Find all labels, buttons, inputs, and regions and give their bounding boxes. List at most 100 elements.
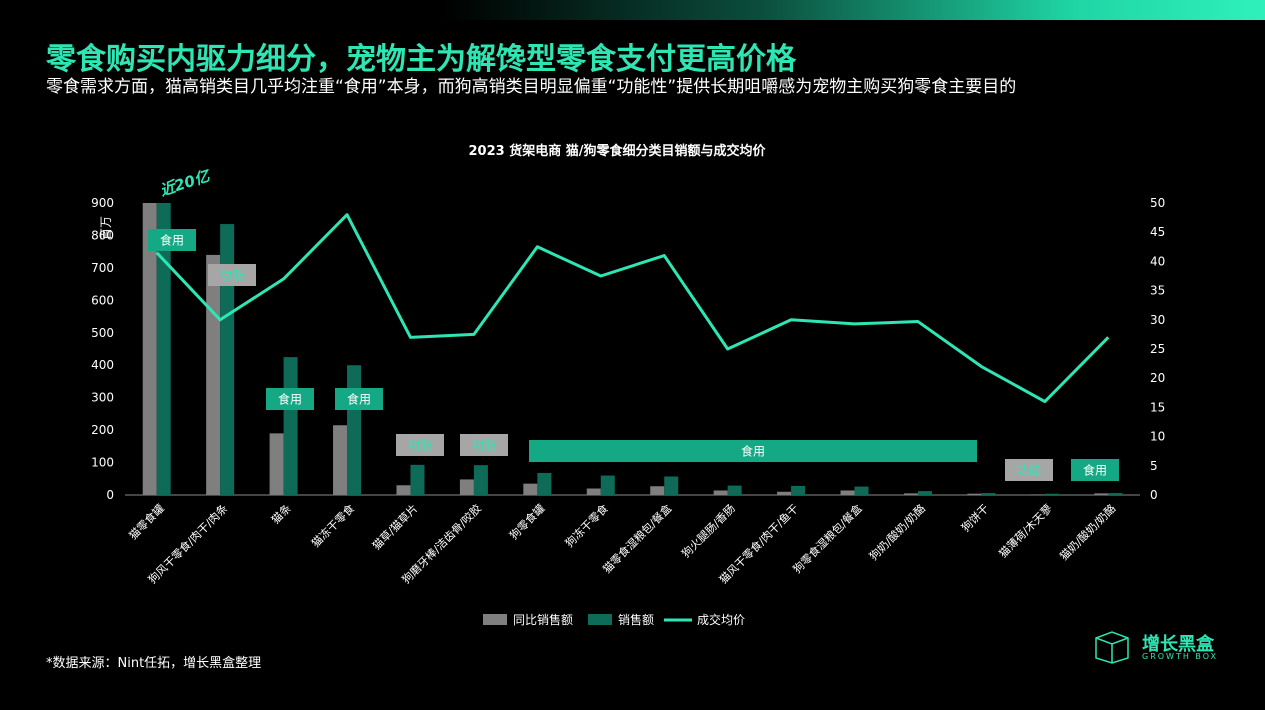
tag-food-label: 食用 xyxy=(347,392,371,407)
bar-yoy-sales xyxy=(396,485,411,495)
bar-yoy-sales xyxy=(840,490,855,495)
bar-yoy-sales xyxy=(269,433,284,495)
tag-food-label: 食用 xyxy=(278,392,302,407)
legend-label-price: 成交均价 xyxy=(697,612,745,627)
tag-food xyxy=(266,388,314,410)
bar-sales xyxy=(917,491,932,495)
y-tick-label: 800 xyxy=(91,228,114,242)
bar-yoy-sales xyxy=(777,491,792,495)
tag-function-label: 功能 xyxy=(472,439,496,453)
x-tick-label: 狗零食湿粮包/餐盒 xyxy=(790,501,865,576)
bar-sales xyxy=(854,486,869,495)
line-avg-price xyxy=(155,213,1110,404)
y-tick-label: 700 xyxy=(91,261,114,275)
x-tick-label: 狗火腿肠/香肠 xyxy=(679,502,737,560)
y2-tick-label: 45 xyxy=(1150,225,1165,239)
y2-tick-label: 20 xyxy=(1150,371,1165,385)
tag-function xyxy=(208,264,256,286)
tag-food xyxy=(148,229,196,251)
legend-swatch-sales xyxy=(588,614,612,625)
x-tick-label: 狗冻干零食 xyxy=(562,501,611,550)
tag-function xyxy=(396,434,444,456)
tag-food-label: 食用 xyxy=(160,233,184,248)
x-tick-label: 猫冻干零食 xyxy=(308,501,357,550)
tag-food xyxy=(529,440,977,462)
page-title: 零食购买内驱力细分，宠物主为解馋型零食支付更高价格 xyxy=(46,42,796,77)
bar-yoy-sales xyxy=(1094,493,1109,495)
bar-yoy-sales xyxy=(586,488,601,495)
x-tick-label: 猫零食罐 xyxy=(126,501,167,542)
bar-sales xyxy=(791,485,806,495)
x-tick-label: 猫条 xyxy=(268,501,293,526)
y2-tick-label: 10 xyxy=(1150,430,1165,444)
x-tick-label: 狗饼干 xyxy=(958,501,991,534)
x-tick-label: 猫薄荷/木天蓼 xyxy=(996,501,1055,560)
tag-function xyxy=(460,434,508,456)
bar-sales xyxy=(1108,493,1123,495)
tag-function-label: 功能 xyxy=(408,439,432,453)
bar-sales xyxy=(410,464,425,495)
tag-food xyxy=(335,388,383,410)
bar-yoy-sales xyxy=(967,493,982,495)
bar-yoy-sales xyxy=(523,483,538,495)
page-subtitle: 零食需求方面，猫高销类目几乎均注重“食用”本身，而狗高销类目明显偏重“功能性”提… xyxy=(46,77,1017,97)
bar-sales xyxy=(727,485,742,495)
bar-yoy-sales xyxy=(650,486,665,495)
tag-function-label: 功能 xyxy=(220,269,244,283)
bar-sales xyxy=(156,203,171,495)
bar-yoy-sales xyxy=(903,493,918,495)
bar-sales xyxy=(347,365,362,495)
y2-tick-label: 25 xyxy=(1150,342,1165,356)
legend-label-sales: 销售额 xyxy=(618,612,654,627)
y-tick-label: 300 xyxy=(91,391,114,405)
y2-tick-label: 0 xyxy=(1150,488,1158,502)
y-tick-label: 100 xyxy=(91,456,114,470)
y-tick-label: 900 xyxy=(91,196,114,210)
y-tick-label: 600 xyxy=(91,293,114,307)
y2-tick-label: 40 xyxy=(1150,254,1165,268)
y2-tick-label: 5 xyxy=(1150,459,1158,473)
bar-yoy-sales xyxy=(713,490,728,495)
y-tick-label: 400 xyxy=(91,358,114,372)
x-tick-label: 狗奶/酸奶/奶酪 xyxy=(866,501,928,563)
bar-sales xyxy=(220,224,235,496)
x-tick-label: 狗零食罐 xyxy=(506,501,547,542)
data-source-note: *数据来源：Nint任拓，增长黑盒整理 xyxy=(46,656,262,671)
top-gradient-bar xyxy=(0,0,1265,20)
bar-sales xyxy=(600,475,615,495)
logo-text: 增长黑盒 xyxy=(1142,634,1214,655)
bar-yoy-sales xyxy=(1030,494,1045,495)
y-tick-label: 0 xyxy=(106,488,114,502)
y-tick-label: 200 xyxy=(91,423,114,437)
tag-function xyxy=(1005,459,1053,481)
x-tick-label: 猫草/猫草片 xyxy=(370,502,421,553)
y2-tick-label: 35 xyxy=(1150,284,1165,298)
tag-food-label: 食用 xyxy=(741,444,765,459)
legend-swatch-yoy xyxy=(483,614,507,625)
bar-yoy-sales xyxy=(142,203,157,495)
tag-food-label: 食用 xyxy=(1083,463,1107,478)
bar-yoy-sales xyxy=(459,479,474,495)
tag-function-label: 功能 xyxy=(1017,464,1041,478)
bar-sales xyxy=(1044,493,1059,495)
logo-subtext: GROWTH BOX xyxy=(1142,652,1219,661)
y2-tick-label: 50 xyxy=(1150,196,1165,210)
bar-sales xyxy=(537,472,552,495)
legend-label-yoy: 同比销售额 xyxy=(513,612,573,627)
chart-title: 2023 货架电商 猫/狗零食细分类目销额与成交均价 xyxy=(469,143,767,159)
bar-yoy-sales xyxy=(333,425,348,495)
y-tick-label: 500 xyxy=(91,326,114,340)
bar-sales xyxy=(664,476,679,495)
x-tick-label: 猫奶/酸奶/奶酪 xyxy=(1057,501,1119,563)
bar-yoy-sales xyxy=(206,254,221,495)
bar-sales xyxy=(981,493,996,495)
bar-sales xyxy=(473,465,488,495)
box-logo-icon xyxy=(1095,631,1129,664)
tag-food xyxy=(1071,459,1119,481)
callout-label: 近20亿 xyxy=(158,166,214,199)
bar-sales xyxy=(283,357,298,495)
y-axis-label: 百万 xyxy=(99,216,113,240)
y2-tick-label: 15 xyxy=(1150,400,1165,414)
y2-tick-label: 30 xyxy=(1150,313,1165,327)
